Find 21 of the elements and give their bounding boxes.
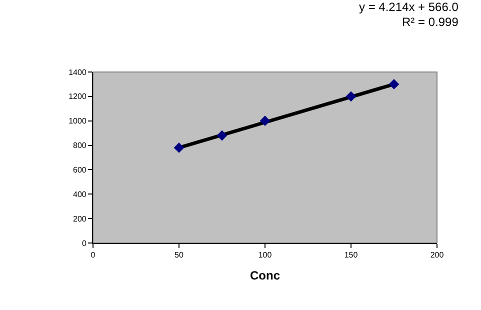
text: R² = 0.999 bbox=[402, 15, 459, 29]
point bbox=[216, 130, 228, 141]
x-axis-title: Conc bbox=[250, 268, 280, 282]
x-tick-label: 150 bbox=[344, 250, 358, 260]
y-tick-label: 200 bbox=[73, 214, 87, 224]
point bbox=[260, 116, 270, 126]
x-tick-label: 50 bbox=[174, 250, 184, 260]
x-tick-label: 100 bbox=[258, 250, 272, 260]
y-tick-label: 0 bbox=[82, 238, 87, 248]
y-tick-label: 400 bbox=[73, 190, 87, 199]
text: y = 4.214x + 566.0 bbox=[359, 0, 459, 14]
y-tick-label: 1200 bbox=[68, 92, 87, 102]
x-tick-label: 0 bbox=[90, 250, 96, 260]
y-tick-label: 1000 bbox=[68, 116, 87, 126]
point bbox=[388, 79, 400, 90]
point bbox=[174, 142, 184, 153]
y-tick-label: 1400 bbox=[68, 68, 87, 77]
y-tick-label: 800 bbox=[73, 141, 87, 150]
y-tick-label: 600 bbox=[73, 166, 87, 175]
point bbox=[346, 91, 356, 102]
x-tick-label: 200 bbox=[430, 250, 444, 260]
